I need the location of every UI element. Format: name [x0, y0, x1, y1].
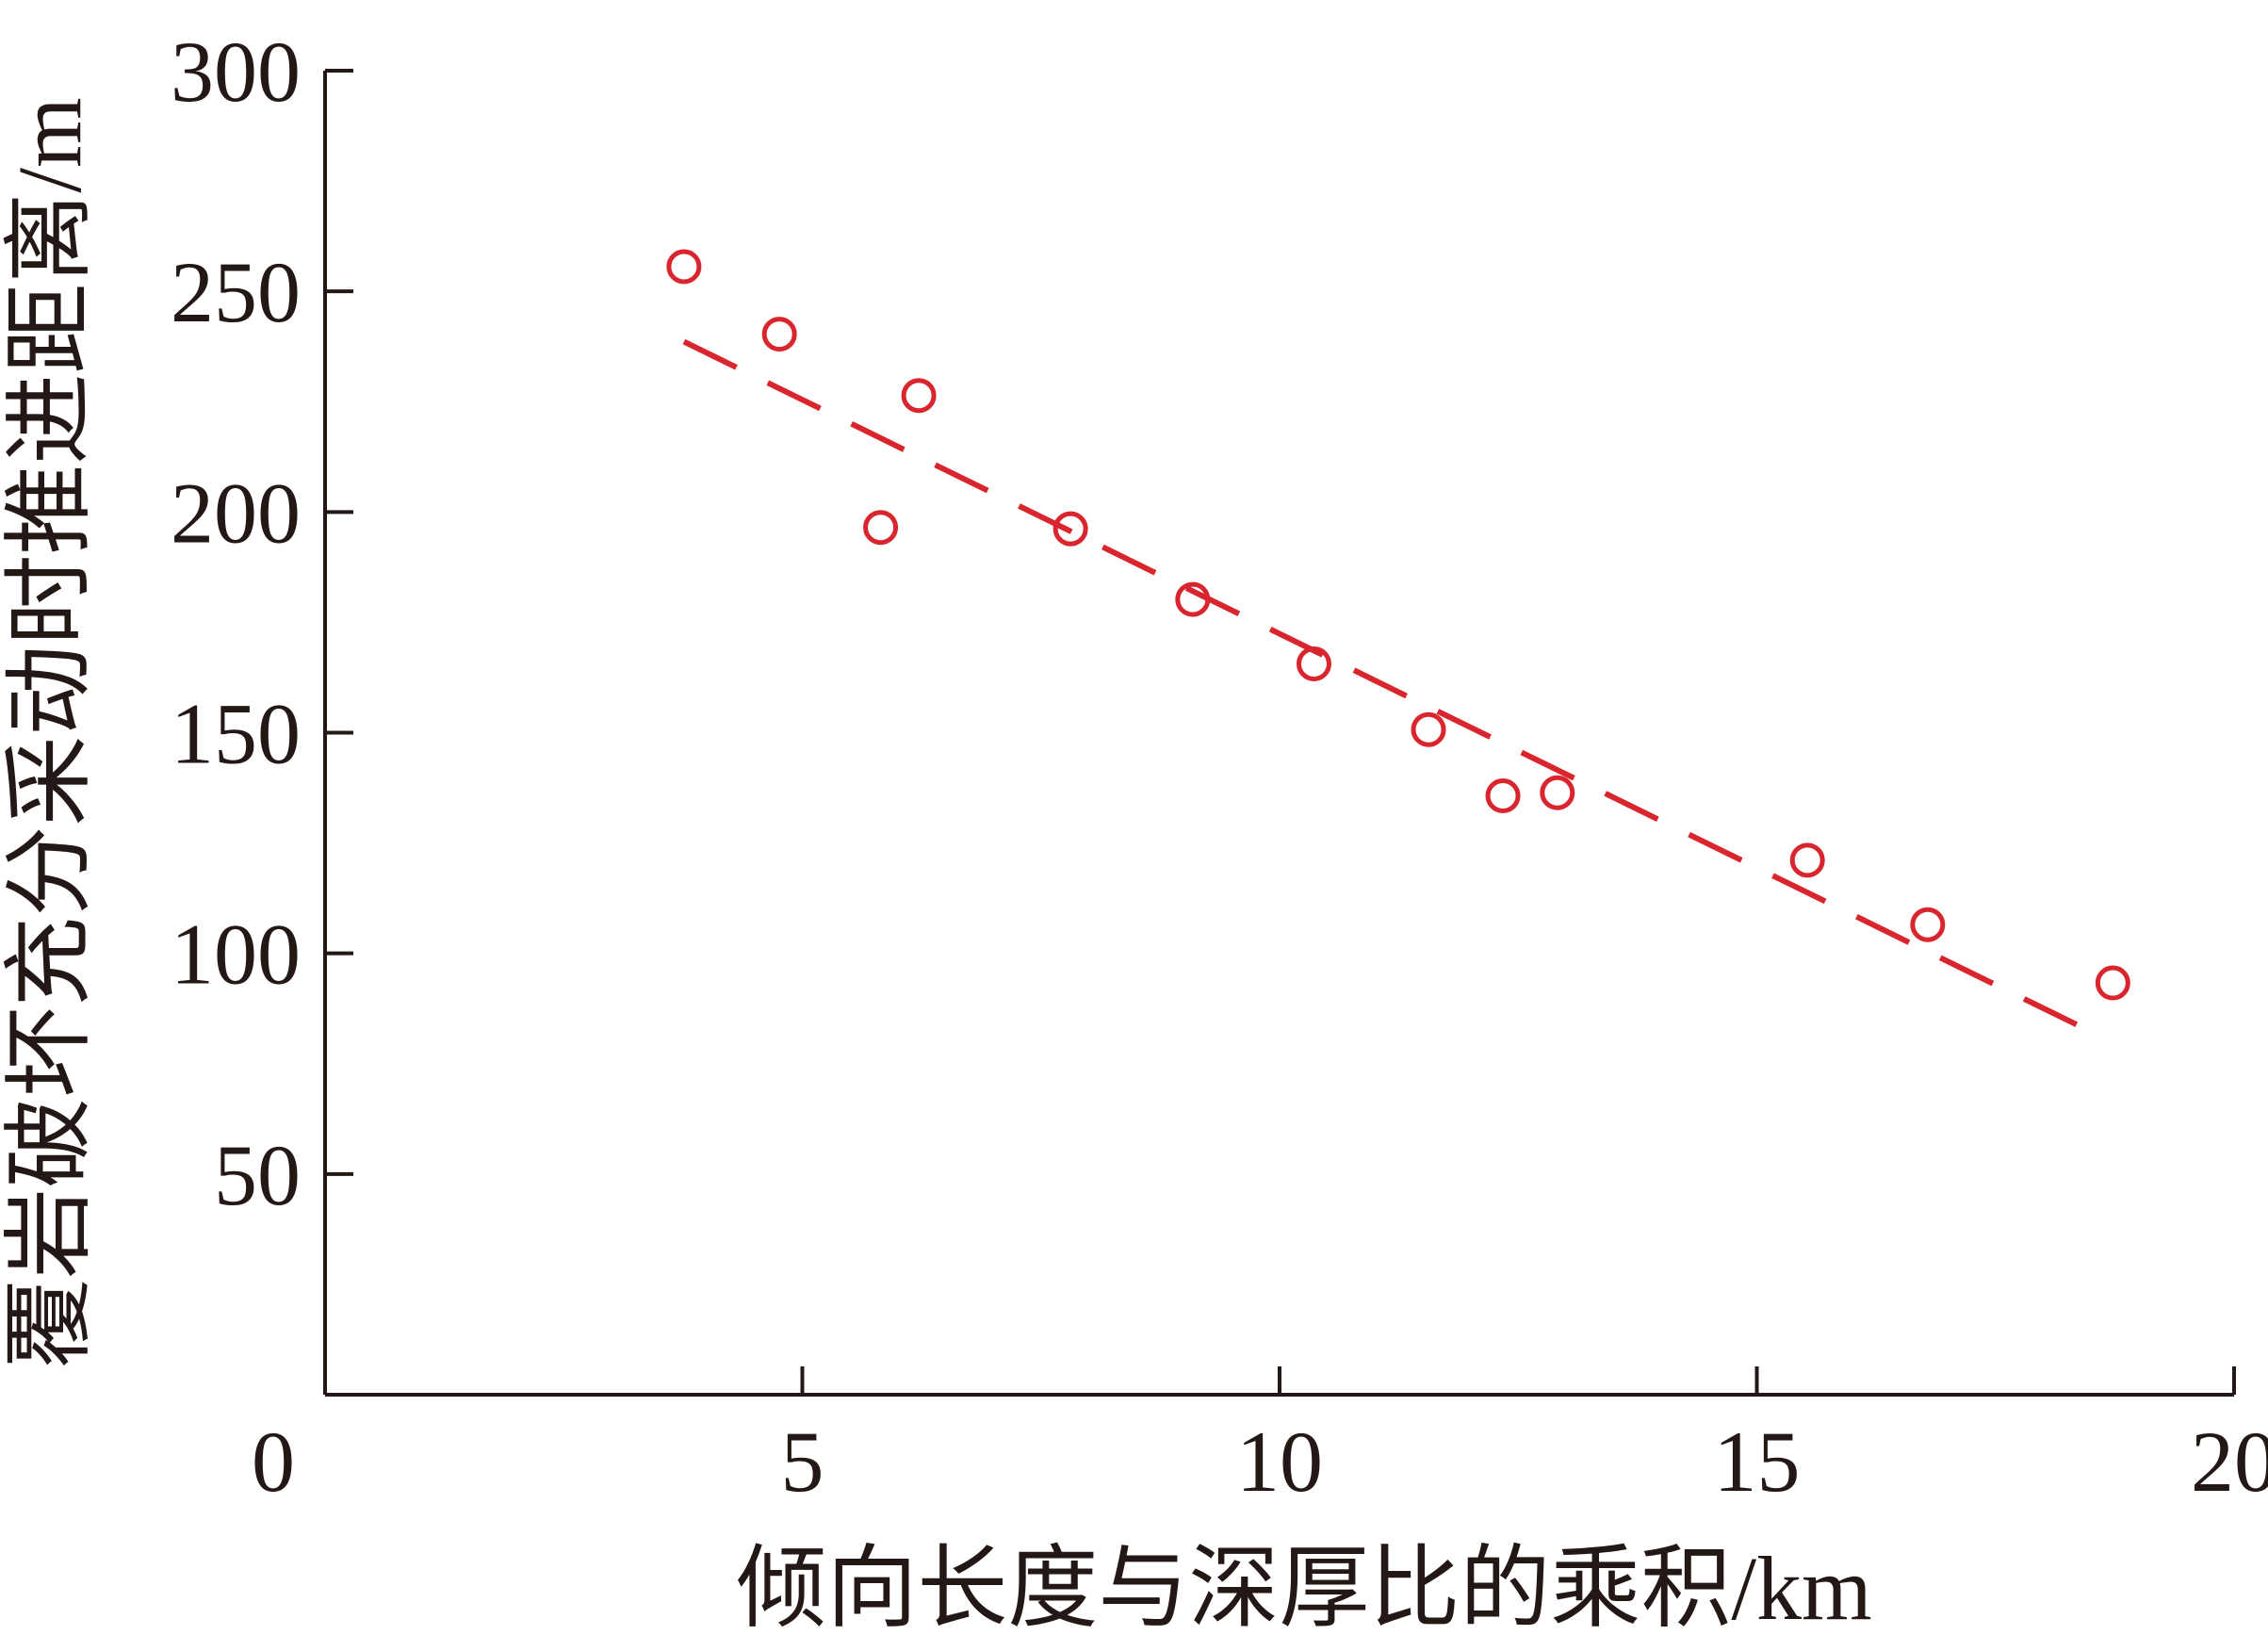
data-point — [666, 249, 702, 285]
x-tick-label: 0 — [252, 1414, 295, 1510]
y-tick-label: 100 — [171, 907, 301, 1003]
data-point — [901, 378, 937, 414]
data-point — [1411, 711, 1446, 747]
data-point — [863, 510, 899, 546]
y-tick-label: 150 — [171, 686, 301, 782]
data-point — [1910, 907, 1946, 942]
y-tick-label: 250 — [171, 244, 301, 340]
trend-line — [682, 338, 2104, 1040]
data-point — [1789, 842, 1825, 878]
data-point — [1296, 646, 1331, 681]
data-point — [1175, 581, 1211, 617]
y-tick-label: 200 — [171, 465, 301, 561]
data-point — [1540, 775, 1575, 810]
data-point — [761, 317, 797, 352]
x-tick-label: 15 — [1714, 1414, 1801, 1510]
data-point — [2095, 965, 2130, 1001]
y-tick-label: 300 — [171, 24, 301, 120]
data-point — [1485, 777, 1521, 813]
y-axis-label: 覆岩破坏充分采动时推进距离/m — [0, 97, 100, 1368]
x-tick-label: 5 — [781, 1414, 824, 1510]
x-tick-label: 10 — [1236, 1414, 1323, 1510]
x-tick-label: 20 — [2191, 1414, 2268, 1510]
y-tick-label: 50 — [214, 1127, 301, 1223]
data-point — [1052, 511, 1088, 547]
x-axis-label: 倾向长度与深厚比的乘积/km — [736, 1538, 1871, 1635]
